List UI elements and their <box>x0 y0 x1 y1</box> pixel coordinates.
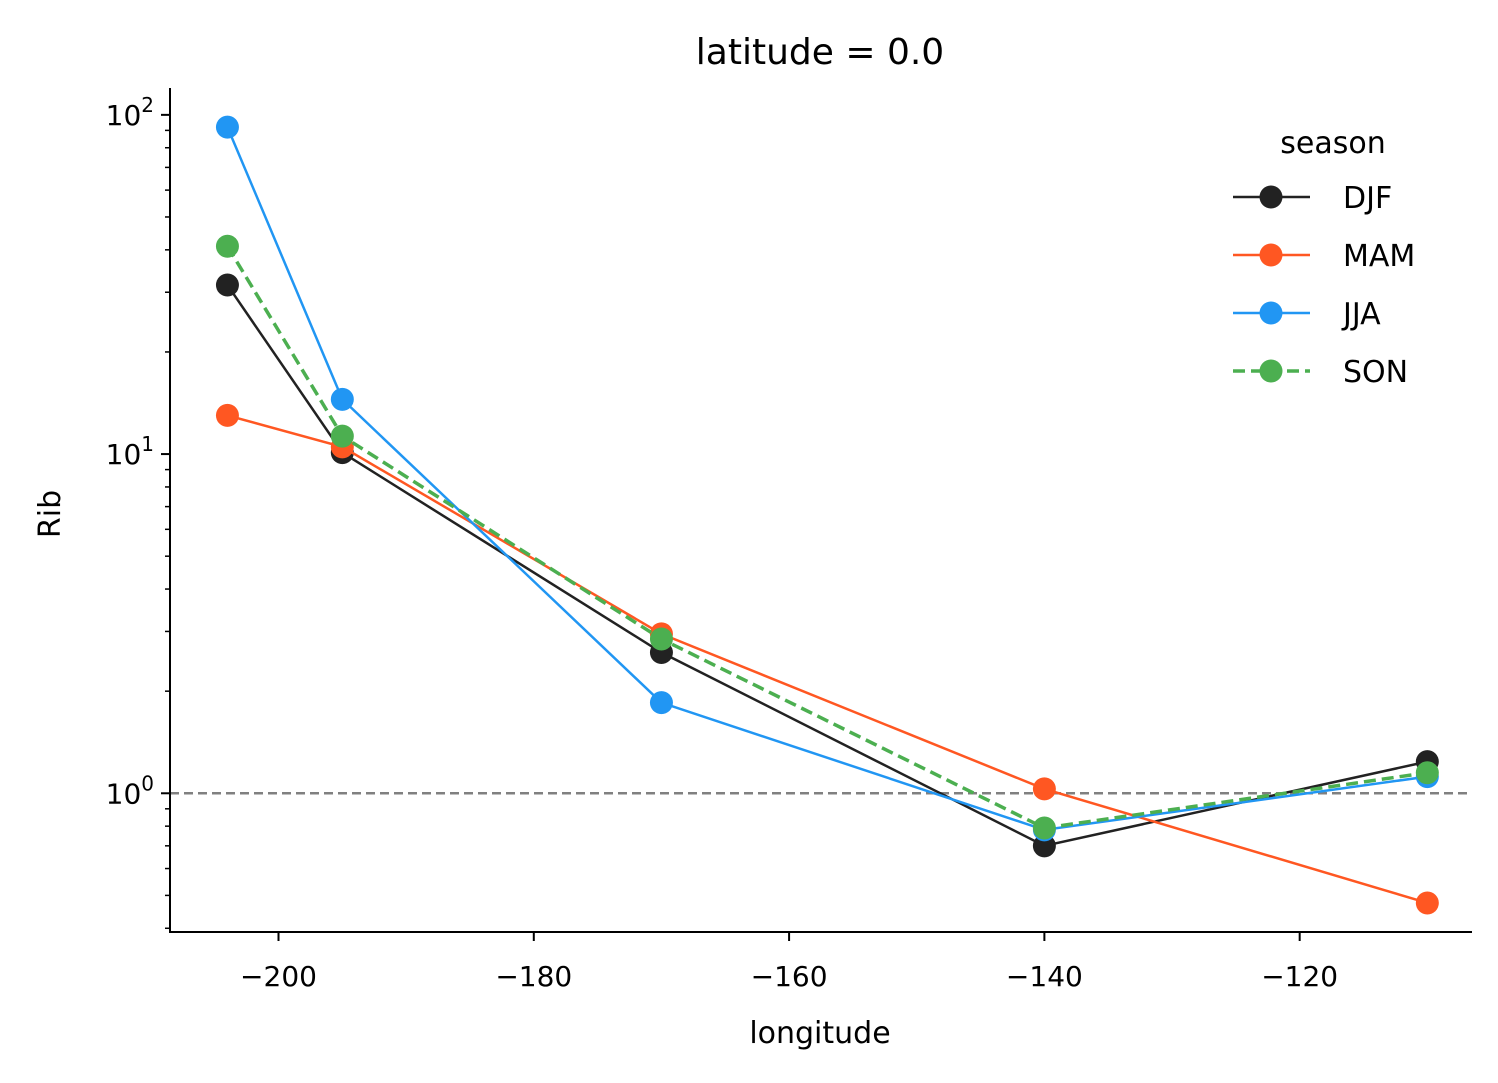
legend-marker-djf <box>1259 185 1283 209</box>
data-point-mam <box>1415 891 1439 915</box>
legend-marker-mam <box>1259 243 1283 267</box>
legend-marker-son <box>1259 359 1283 383</box>
x-ticks: −200 −180 −160 −140 −120 <box>240 932 1338 993</box>
series-mam <box>215 403 1439 915</box>
series-djf <box>215 273 1439 858</box>
y-tick-label: 102 <box>106 93 154 132</box>
y-tick-base: 10 <box>106 777 142 810</box>
legend: season DJF MAM JJA SON <box>1233 126 1415 390</box>
y-tick-label: 101 <box>106 432 154 471</box>
data-point-son <box>1032 816 1056 840</box>
y-tick-exponent: 2 <box>141 93 154 117</box>
data-point-mam <box>215 403 239 427</box>
data-point-son <box>215 234 239 258</box>
legend-label-mam: MAM <box>1343 239 1415 274</box>
x-tick-label: −120 <box>1261 960 1338 993</box>
legend-label-son: SON <box>1343 355 1408 390</box>
legend-title: season <box>1280 126 1385 161</box>
data-point-jja <box>330 387 354 411</box>
series-jja <box>215 115 1439 842</box>
series-son <box>215 234 1439 840</box>
data-point-djf <box>1032 834 1056 858</box>
series-line-son <box>225 245 1428 830</box>
data-point-mam <box>1032 777 1056 801</box>
legend-item-son: SON <box>1233 355 1408 390</box>
legend-label-djf: DJF <box>1343 181 1392 216</box>
data-point-jja <box>215 115 239 139</box>
x-tick-label: −140 <box>1006 960 1083 993</box>
y-tick-base: 10 <box>106 99 142 132</box>
y-tick-exponent: 1 <box>141 432 154 456</box>
legend-item-mam: MAM <box>1233 239 1415 274</box>
legend-marker-jja <box>1259 301 1283 325</box>
data-point-son <box>649 627 673 651</box>
x-tick-label: −200 <box>240 960 317 993</box>
series-line-djf <box>226 284 1428 848</box>
data-point-djf <box>215 273 239 297</box>
series-line-mam <box>227 414 1428 905</box>
legend-label-jja: JJA <box>1341 297 1381 332</box>
x-axis-label: longitude <box>749 1016 890 1051</box>
data-point-son <box>1415 761 1439 785</box>
y-tick-exponent: 0 <box>141 771 154 795</box>
y-tick-label: 100 <box>106 771 154 810</box>
data-point-jja <box>649 691 673 715</box>
y-axis-label: Rib <box>33 490 68 538</box>
data-point-son <box>330 424 354 448</box>
y-tick-base: 10 <box>106 438 142 471</box>
x-tick-label: −160 <box>751 960 828 993</box>
series-layer <box>215 115 1439 915</box>
chart-title: latitude = 0.0 <box>696 32 944 73</box>
legend-item-jja: JJA <box>1233 297 1381 332</box>
x-tick-label: −180 <box>495 960 572 993</box>
legend-item-djf: DJF <box>1233 181 1392 216</box>
